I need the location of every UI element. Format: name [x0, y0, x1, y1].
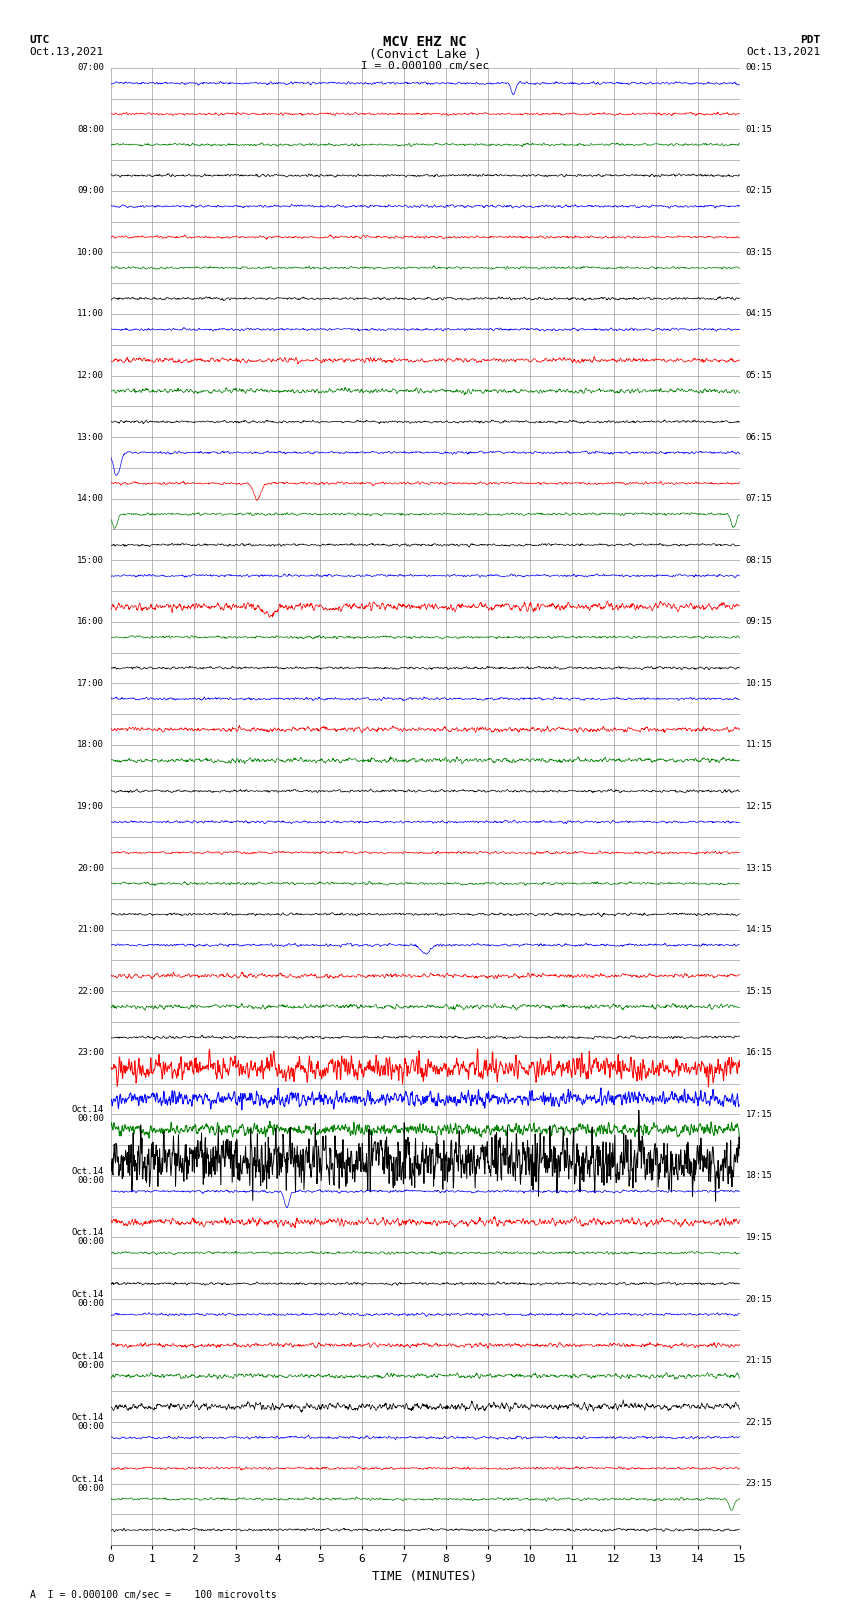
Text: 00:00: 00:00: [77, 1298, 105, 1308]
Text: 20:15: 20:15: [745, 1295, 773, 1303]
Text: 22:15: 22:15: [745, 1418, 773, 1426]
Text: 13:15: 13:15: [745, 863, 773, 873]
X-axis label: TIME (MINUTES): TIME (MINUTES): [372, 1569, 478, 1582]
Text: 18:00: 18:00: [77, 740, 105, 750]
Text: 18:15: 18:15: [745, 1171, 773, 1181]
Text: 09:00: 09:00: [77, 187, 105, 195]
Text: Oct.14: Oct.14: [72, 1166, 105, 1176]
Text: 06:15: 06:15: [745, 432, 773, 442]
Text: 23:15: 23:15: [745, 1479, 773, 1489]
Text: 17:00: 17:00: [77, 679, 105, 687]
Text: 00:00: 00:00: [77, 1115, 105, 1123]
Text: Oct.14: Oct.14: [72, 1229, 105, 1237]
Text: 10:15: 10:15: [745, 679, 773, 687]
Text: 19:00: 19:00: [77, 802, 105, 811]
Text: 00:00: 00:00: [77, 1360, 105, 1369]
Text: Oct.14: Oct.14: [72, 1474, 105, 1484]
Text: PDT: PDT: [800, 35, 820, 45]
Text: 11:00: 11:00: [77, 310, 105, 318]
Text: 17:15: 17:15: [745, 1110, 773, 1119]
Text: UTC: UTC: [30, 35, 50, 45]
Text: 12:00: 12:00: [77, 371, 105, 381]
Text: 22:00: 22:00: [77, 987, 105, 995]
Text: 13:00: 13:00: [77, 432, 105, 442]
Text: 00:00: 00:00: [77, 1423, 105, 1431]
Text: 21:15: 21:15: [745, 1357, 773, 1365]
Text: 14:15: 14:15: [745, 926, 773, 934]
Text: (Convict Lake ): (Convict Lake ): [369, 48, 481, 61]
Text: 07:00: 07:00: [77, 63, 105, 73]
Text: 00:00: 00:00: [77, 1237, 105, 1247]
Text: 20:00: 20:00: [77, 863, 105, 873]
Text: 08:15: 08:15: [745, 556, 773, 565]
Text: 11:15: 11:15: [745, 740, 773, 750]
Text: 21:00: 21:00: [77, 926, 105, 934]
Text: 04:15: 04:15: [745, 310, 773, 318]
Text: 00:00: 00:00: [77, 1484, 105, 1492]
Text: 16:15: 16:15: [745, 1048, 773, 1057]
Text: 10:00: 10:00: [77, 248, 105, 256]
Text: 19:15: 19:15: [745, 1232, 773, 1242]
Text: Oct.14: Oct.14: [72, 1105, 105, 1115]
Text: Oct.13,2021: Oct.13,2021: [746, 47, 820, 56]
Text: I = 0.000100 cm/sec: I = 0.000100 cm/sec: [361, 61, 489, 71]
Text: 07:15: 07:15: [745, 494, 773, 503]
Text: Oct.13,2021: Oct.13,2021: [30, 47, 104, 56]
Text: 12:15: 12:15: [745, 802, 773, 811]
Text: 03:15: 03:15: [745, 248, 773, 256]
Text: 23:00: 23:00: [77, 1048, 105, 1057]
Text: 02:15: 02:15: [745, 187, 773, 195]
Text: 15:15: 15:15: [745, 987, 773, 995]
Text: MCV EHZ NC: MCV EHZ NC: [383, 35, 467, 50]
Text: 16:00: 16:00: [77, 618, 105, 626]
Text: Oct.14: Oct.14: [72, 1352, 105, 1360]
Text: 00:00: 00:00: [77, 1176, 105, 1186]
Text: 08:00: 08:00: [77, 124, 105, 134]
Text: Oct.14: Oct.14: [72, 1413, 105, 1423]
Text: 00:15: 00:15: [745, 63, 773, 73]
Text: 09:15: 09:15: [745, 618, 773, 626]
Text: 14:00: 14:00: [77, 494, 105, 503]
Text: 01:15: 01:15: [745, 124, 773, 134]
Text: A  I = 0.000100 cm/sec =    100 microvolts: A I = 0.000100 cm/sec = 100 microvolts: [30, 1590, 276, 1600]
Text: 15:00: 15:00: [77, 556, 105, 565]
Text: 05:15: 05:15: [745, 371, 773, 381]
Text: Oct.14: Oct.14: [72, 1290, 105, 1298]
